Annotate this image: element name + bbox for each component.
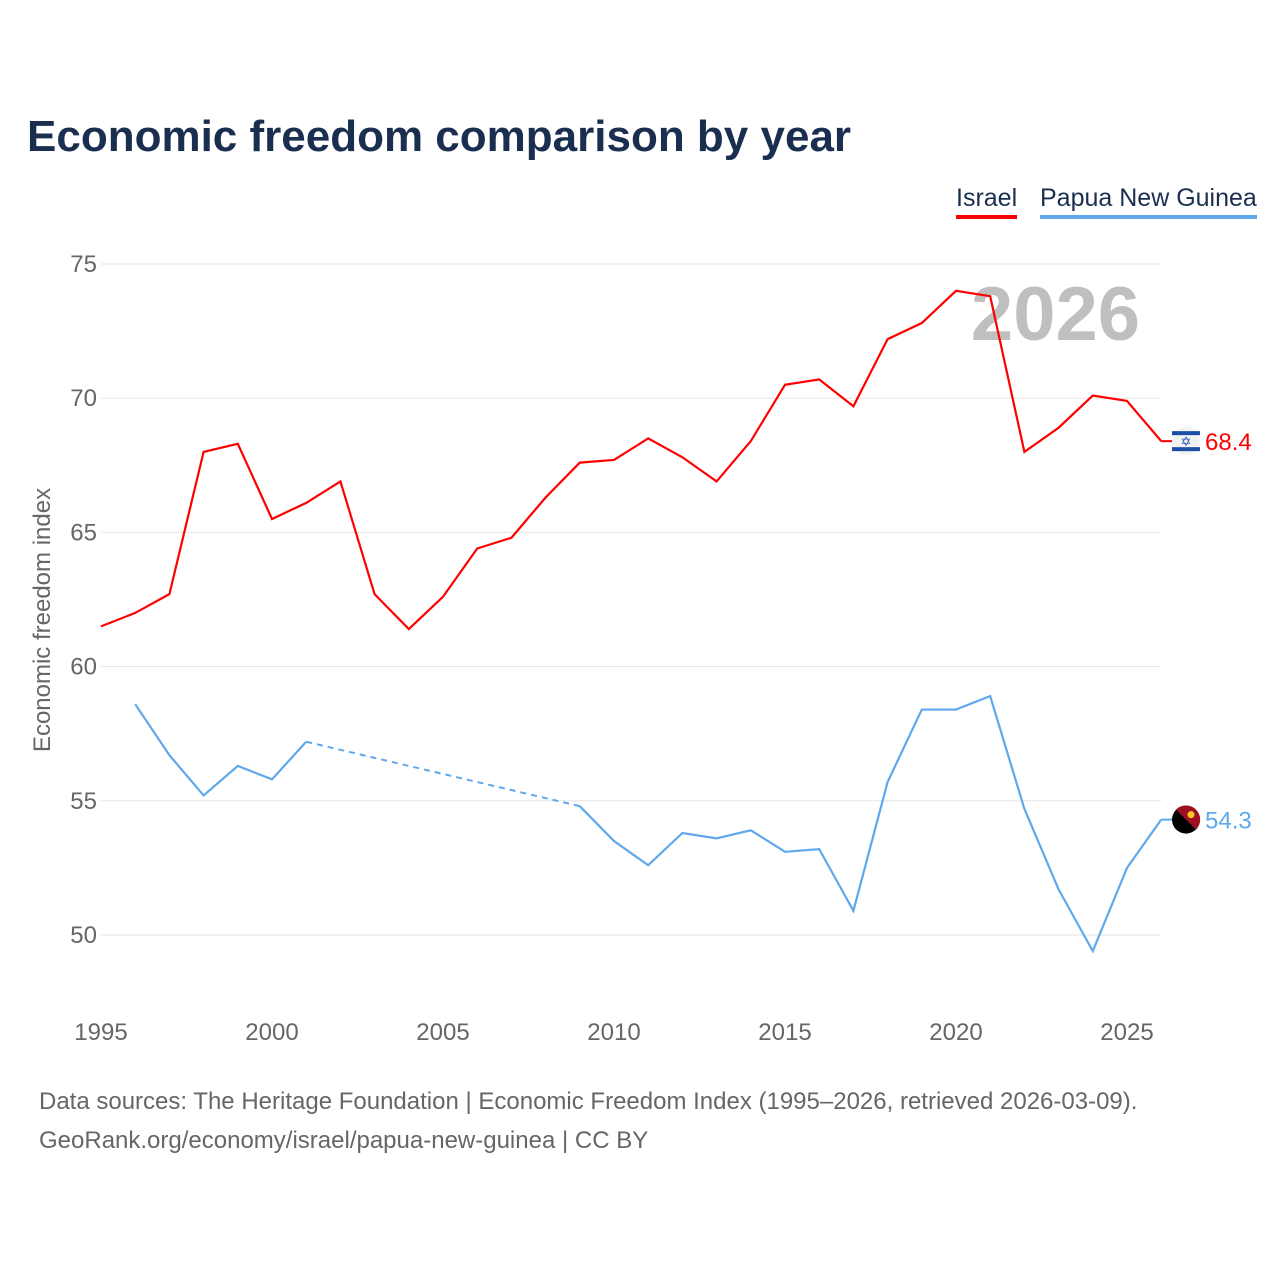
year-watermark: 2026 xyxy=(971,272,1140,357)
y-axis-label: Economic freedom index xyxy=(29,488,56,752)
series-line-papua-new-guinea xyxy=(579,694,1163,954)
y-tick-label: 70 xyxy=(70,385,97,412)
x-tick-label: 2010 xyxy=(587,1019,640,1046)
end-value-label: 54.3 xyxy=(1205,808,1252,835)
y-tick-label: 55 xyxy=(70,788,97,815)
x-tick-label: 2000 xyxy=(245,1019,298,1046)
end-value-label: 68.4 xyxy=(1205,429,1252,456)
x-tick-label: 1995 xyxy=(74,1019,127,1046)
series-gap-line xyxy=(305,740,581,808)
footer-url[interactable]: GeoRank.org/economy/israel/papua-new-gui… xyxy=(39,1127,649,1154)
x-tick-label: 2020 xyxy=(929,1019,982,1046)
series-line-israel xyxy=(100,289,1163,631)
y-tick-label: 60 xyxy=(70,654,97,681)
y-tick-label: 75 xyxy=(70,251,97,278)
israel-flag-icon: ✡ xyxy=(1172,427,1200,456)
legend-papua-new-guinea[interactable]: Papua New Guinea xyxy=(1040,184,1257,219)
x-tick-label: 2015 xyxy=(758,1019,811,1046)
legend-israel[interactable]: Israel xyxy=(956,184,1018,219)
svg-text:✡: ✡ xyxy=(1181,434,1192,449)
x-tick-label: 2025 xyxy=(1100,1019,1153,1046)
y-tick-label: 65 xyxy=(70,519,97,546)
y-tick-label: 50 xyxy=(70,922,97,949)
footer-sources: Data sources: The Heritage Foundation | … xyxy=(39,1088,1138,1115)
page-title: Economic freedom comparison by year xyxy=(27,112,852,161)
x-tick-label: 2005 xyxy=(416,1019,469,1046)
series-line-papua-new-guinea xyxy=(134,703,308,797)
papua-new-guinea-flag-icon xyxy=(1172,805,1201,834)
